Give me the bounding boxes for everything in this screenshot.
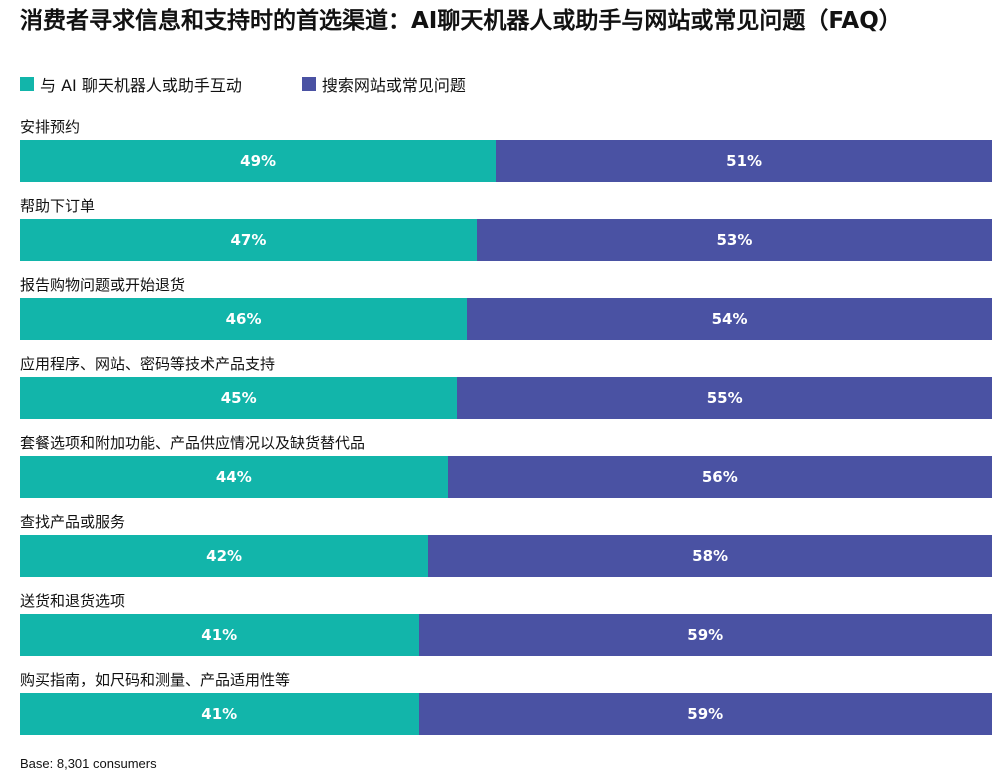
category-label-3: 报告购物问题或开始退货 [20, 276, 186, 294]
bar-segment-web-3: 54% [467, 298, 992, 340]
chart-title: 消费者寻求信息和支持时的首选渠道：AI聊天机器人或助手与网站或常见问题（FAQ） [20, 8, 902, 34]
bar-segment-web-1: 51% [496, 140, 992, 182]
data-label-ai-5: 44% [215, 468, 252, 486]
bar-segment-web-5: 56% [447, 456, 992, 498]
bar-segment-ai-1: 49% [20, 140, 497, 182]
data-label-web-1: 51% [726, 152, 763, 170]
bar-row-7: 41% 59% [20, 614, 992, 656]
bar-segment-web-6: 58% [428, 535, 992, 577]
base-note: Base: 8,301 consumers [20, 756, 157, 771]
data-label-ai-8: 41% [201, 705, 238, 723]
legend-item-web: 搜索网站或常见问题 [301, 72, 466, 96]
category-label-4: 应用程序、网站、密码等技术产品支持 [20, 355, 276, 373]
legend-swatch-web [301, 77, 316, 91]
data-label-ai-2: 47% [230, 231, 267, 249]
category-label-6: 查找产品或服务 [20, 513, 126, 531]
bar-segment-web-8: 59% [418, 693, 992, 735]
legend-swatch-ai [20, 77, 34, 91]
bar-segment-ai-6: 42% [20, 535, 429, 577]
category-label-1: 安排预约 [20, 118, 81, 136]
legend-label-web: 搜索网站或常见问题 [321, 76, 466, 95]
category-label-5: 套餐选项和附加功能、产品供应情况以及缺货替代品 [20, 434, 366, 452]
data-label-ai-6: 42% [206, 547, 243, 565]
data-label-web-8: 59% [687, 705, 724, 723]
bar-row-2: 47% 53% [20, 219, 992, 261]
bar-row-3: 46% 54% [20, 298, 992, 340]
legend-label-ai: 与 AI 聊天机器人或助手互动 [40, 76, 242, 95]
data-label-ai-4: 45% [220, 389, 257, 407]
category-label-8: 购买指南，如尺码和测量、产品适用性等 [20, 671, 291, 689]
bar-segment-ai-8: 41% [20, 693, 419, 735]
data-label-web-6: 58% [692, 547, 729, 565]
bar-segment-ai-2: 47% [20, 219, 477, 261]
data-label-ai-1: 49% [240, 152, 277, 170]
bar-row-1: 49% 51% [20, 140, 992, 182]
data-label-ai-7: 41% [201, 626, 238, 644]
bar-segment-ai-5: 44% [20, 456, 448, 498]
bar-segment-web-2: 53% [476, 219, 992, 261]
category-label-2: 帮助下订单 [20, 197, 96, 215]
data-label-web-3: 54% [711, 310, 748, 328]
data-label-ai-3: 46% [225, 310, 262, 328]
bar-row-6: 42% 58% [20, 535, 992, 577]
category-label-7: 送货和退货选项 [20, 592, 126, 610]
bar-segment-ai-7: 41% [20, 614, 419, 656]
bar-row-4: 45% 55% [20, 377, 992, 419]
data-label-web-4: 55% [706, 389, 743, 407]
bar-segment-ai-4: 45% [20, 377, 458, 419]
data-label-web-5: 56% [701, 468, 738, 486]
bar-row-8: 41% 59% [20, 693, 992, 735]
data-label-web-2: 53% [716, 231, 753, 249]
legend-item-ai: 与 AI 聊天机器人或助手互动 [20, 72, 242, 96]
bar-segment-web-7: 59% [418, 614, 992, 656]
bar-row-5: 44% 56% [20, 456, 992, 498]
data-label-web-7: 59% [687, 626, 724, 644]
legend: 与 AI 聊天机器人或助手互动 搜索网站或常见问题 [20, 72, 526, 96]
bar-segment-ai-3: 46% [20, 298, 468, 340]
bar-segment-web-4: 55% [457, 377, 992, 419]
